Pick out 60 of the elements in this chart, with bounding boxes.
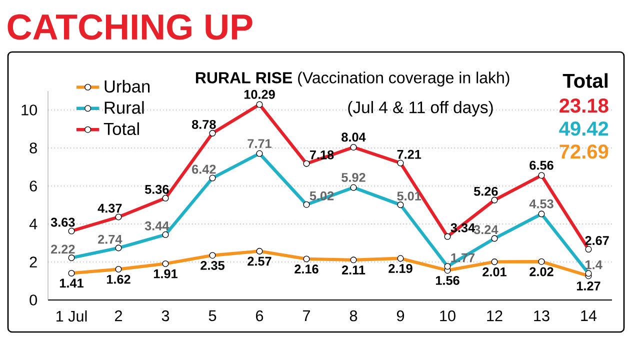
annotation: 49.42 [559,122,608,136]
chart-title: CATCHING UP [8,14,252,40]
data-label: 2.35 [200,260,224,270]
legend-label: Urban [104,80,150,93]
data-label: 1.91 [154,269,178,278]
x-tick-label: 6 [256,310,264,322]
x-tick-label: 1 Jul [56,310,87,322]
y-tick-label: 0 [30,294,37,306]
x-tick-label: 13 [534,310,550,322]
data-label: 2.01 [482,267,506,276]
data-label: 1.56 [436,276,460,285]
data-label: 3.44 [144,221,170,230]
data-label: 1.4 [586,260,602,270]
x-tick-label: 9 [396,310,404,322]
data-label: 2.74 [98,234,122,244]
x-tick-label: 14 [581,310,597,321]
data-label: 3.63 [50,218,75,227]
data-label: 2.67 [585,236,609,246]
data-label: 4.37 [98,204,122,213]
data-label: 3.24 [474,225,498,234]
data-label: 5.36 [144,184,169,194]
data-label: 10.29 [244,90,275,99]
x-tick-label: 2 [115,310,122,322]
x-tick-label: 12 [487,310,502,322]
data-label: 8.78 [192,120,216,129]
y-tick-label: 4 [29,218,38,230]
data-label: 6.56 [530,160,554,170]
data-label: 2.57 [248,256,272,266]
x-tick-label: 5 [208,310,216,322]
chart-subtitle: RURAL RISE (Vaccination coverage in lakh) [196,72,510,87]
y-tick-label: 8 [30,142,37,154]
data-label: 1.41 [60,278,84,288]
x-tick-label: 3 [162,310,170,322]
legend-label: Total [104,122,139,136]
data-label: 1.62 [106,274,130,284]
data-label: 2.11 [342,266,366,274]
annotation: 72.69 [560,144,608,159]
data-label: 2.16 [294,264,318,274]
data-label: 7.21 [397,150,422,159]
data-label: 8.04 [342,132,366,142]
data-label: 4.53 [529,199,554,208]
data-label: 5.01 [397,192,422,201]
annotation: (Jul 4 & 11 off days) [348,100,493,117]
y-tick-label: 10 [22,104,37,116]
data-label: 7.71 [248,139,272,148]
data-label: 5.92 [342,172,366,182]
data-label: 5.26 [474,186,498,196]
data-label: 2.19 [388,264,412,273]
x-tick-label: 10 [440,310,456,322]
y-tick-label: 2 [30,256,37,268]
legend-label: Rural [104,101,144,114]
x-tick-label: 7 [303,310,310,321]
y-tick-label: 6 [30,180,37,192]
data-label: 2.02 [530,267,554,276]
annotation: 23.18 [560,98,608,113]
data-label: 1.27 [576,281,600,290]
data-label: 2.22 [51,244,75,254]
data-label: 6.42 [192,164,216,174]
x-tick-label: 8 [350,310,358,322]
text: Total [562,73,608,88]
